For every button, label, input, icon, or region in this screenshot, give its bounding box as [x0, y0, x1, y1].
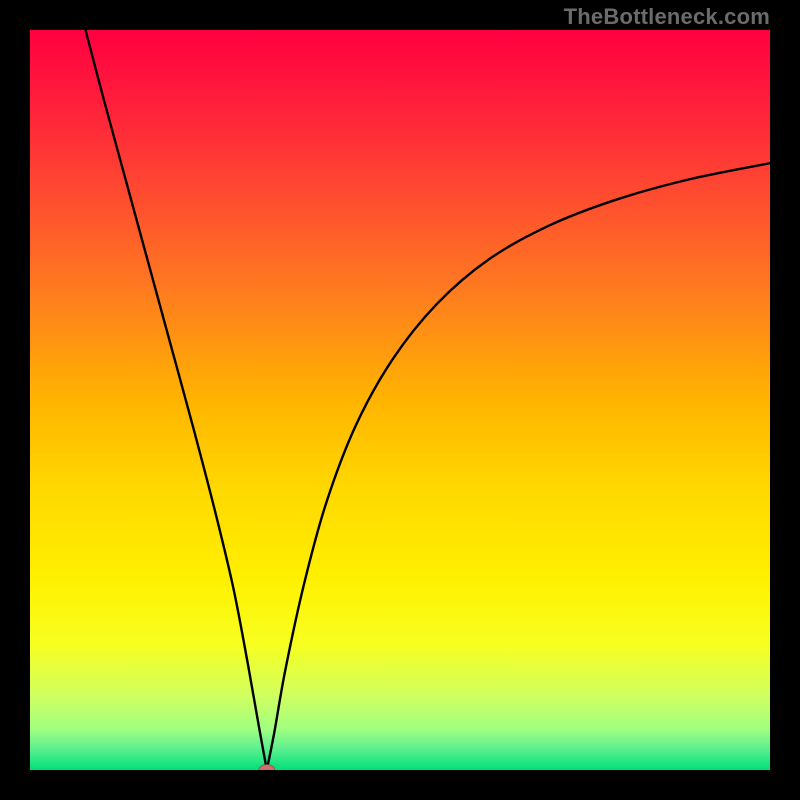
watermark-text: TheBottleneck.com: [564, 4, 770, 30]
outer-frame: TheBottleneck.com: [0, 0, 800, 800]
plot-area: [30, 30, 770, 770]
gradient-background: [30, 30, 770, 770]
